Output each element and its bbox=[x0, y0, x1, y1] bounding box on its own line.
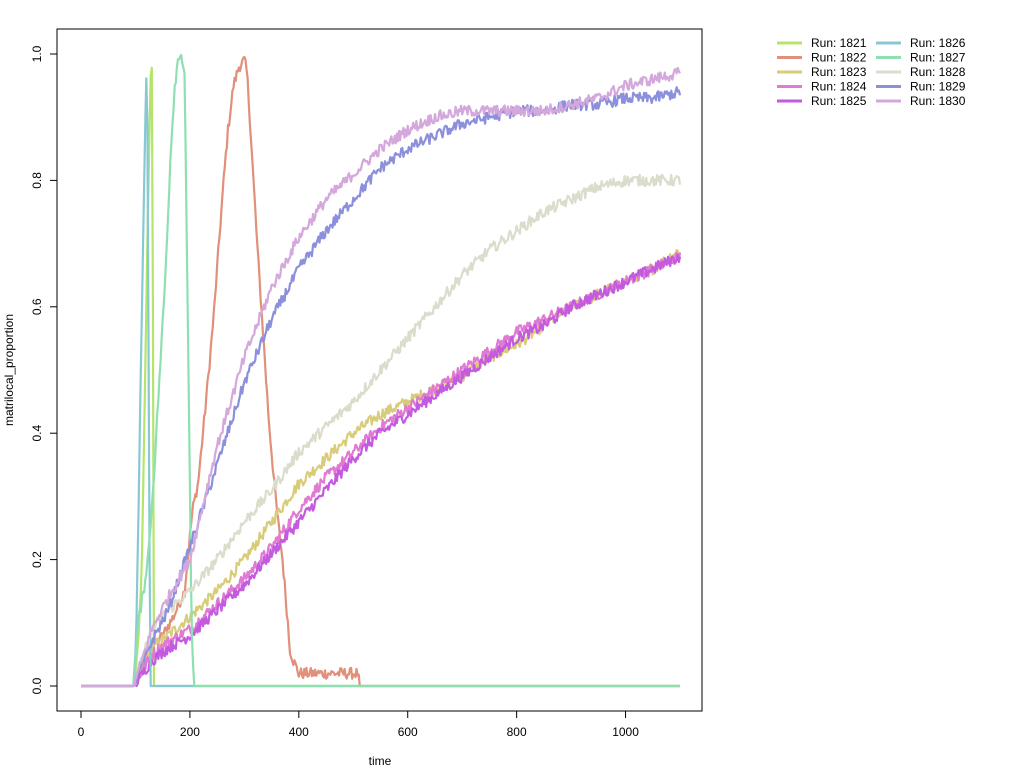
legend-label: Run: 1826 bbox=[910, 36, 966, 50]
legend-item: Run: 1826 bbox=[876, 36, 966, 50]
x-tick-label: 600 bbox=[398, 725, 418, 739]
y-axis: 0.0 0.2 0.4 0.6 0.8 1.0 bbox=[30, 45, 58, 694]
legend-item: Run: 1829 bbox=[876, 80, 966, 94]
series-line-run-1825 bbox=[80, 253, 682, 688]
x-tick-label: 1000 bbox=[612, 725, 639, 739]
y-tick-label: 0.8 bbox=[30, 172, 44, 189]
legend-label: Run: 1827 bbox=[910, 51, 966, 65]
x-axis: 0 200 400 600 800 1000 bbox=[78, 710, 639, 739]
series-layer bbox=[80, 53, 682, 688]
legend-label: Run: 1824 bbox=[811, 80, 867, 94]
legend-label: Run: 1821 bbox=[811, 36, 867, 50]
series-line-run-1830 bbox=[80, 66, 681, 688]
x-tick-label: 800 bbox=[507, 725, 527, 739]
legend-item: Run: 1828 bbox=[876, 65, 966, 79]
legend-item: Run: 1830 bbox=[876, 94, 966, 108]
legend-label: Run: 1822 bbox=[811, 51, 867, 65]
x-tick-label: 200 bbox=[180, 725, 200, 739]
legend-item: Run: 1821 bbox=[777, 36, 867, 50]
series-line-run-1828 bbox=[80, 173, 682, 688]
legend-label: Run: 1823 bbox=[811, 65, 867, 79]
legend-label: Run: 1828 bbox=[910, 65, 966, 79]
x-axis-label: time bbox=[369, 754, 392, 768]
legend-item: Run: 1824 bbox=[777, 80, 867, 94]
series-line-run-1827 bbox=[80, 53, 681, 688]
y-tick-label: 1.0 bbox=[30, 45, 44, 62]
legend-label: Run: 1829 bbox=[910, 80, 966, 94]
x-tick-label: 0 bbox=[78, 725, 85, 739]
legend-item: Run: 1827 bbox=[876, 51, 966, 65]
legend-label: Run: 1830 bbox=[910, 94, 966, 108]
legend-item: Run: 1823 bbox=[777, 65, 867, 79]
y-tick-label: 0.0 bbox=[30, 677, 44, 694]
y-tick-label: 0.2 bbox=[30, 551, 44, 568]
y-tick-label: 0.6 bbox=[30, 298, 44, 315]
y-axis-label: matrilocal_proportion bbox=[2, 314, 16, 426]
legend-item: Run: 1822 bbox=[777, 51, 867, 65]
y-tick-label: 0.4 bbox=[30, 425, 44, 442]
legend-label: Run: 1825 bbox=[811, 94, 867, 108]
x-tick-label: 400 bbox=[289, 725, 309, 739]
legend-item: Run: 1825 bbox=[777, 94, 867, 108]
